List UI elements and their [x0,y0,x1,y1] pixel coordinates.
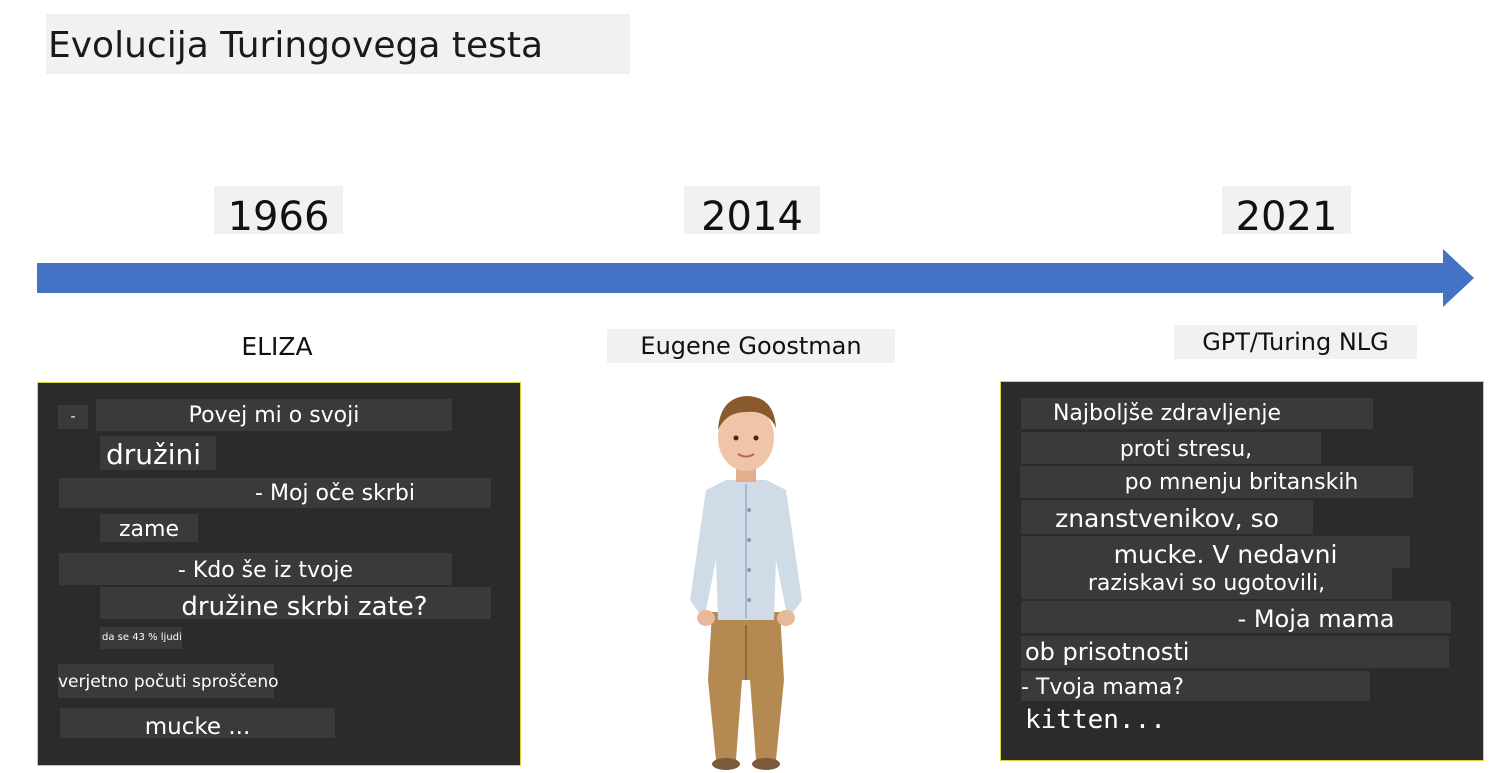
timeline-arrow-shaft [37,263,1447,293]
eliza-line: družine skrbi zate? [100,587,491,622]
year-2021: 2021 [1222,186,1351,240]
page-title: Evolucija Turingovega testa [46,14,630,74]
gpt-line: kitten... [1021,703,1166,735]
gpt-line: Najboljše zdravljenje [1021,398,1373,429]
gpt-line: proti stresu, [1021,432,1321,464]
year-1966: 1966 [214,186,343,240]
year-2014: 2014 [684,186,820,240]
eliza-line: Povej mi o svoji [96,399,452,431]
gpt-line: raziskavi so ugotovili, [1021,568,1392,599]
eliza-line: - [58,405,88,429]
eliza-line: zame [100,514,198,542]
gpt-line: - Tvoja mama? [1021,671,1370,701]
eliza-line: mucke ... [60,708,335,740]
eliza-line: da se 43 % ljudi [100,627,182,649]
gpt-line: po mnenju britanskih [1020,466,1413,498]
gpt-line: - Moja mama [1021,601,1451,633]
timeline-arrow-head-icon [1443,249,1474,307]
gpt-line: mucke. V nedavni [1021,536,1410,569]
eliza-label: ELIZA [241,332,313,361]
gpt-line: znanstvenikov, so [1021,500,1313,534]
gpt-line: ob prisotnosti [1021,636,1449,668]
gpt-label: GPT/Turing NLG [1174,325,1417,359]
eliza-line: družini [100,436,216,471]
boy-photo-icon [690,396,802,770]
eliza-line: - Moj oče skrbi [59,478,491,508]
eugene-label: Eugene Goostman [607,329,895,363]
eliza-line: - Kdo še iz tvoje [59,553,452,585]
eliza-line: verjetno počuti sproščeno [58,664,279,698]
